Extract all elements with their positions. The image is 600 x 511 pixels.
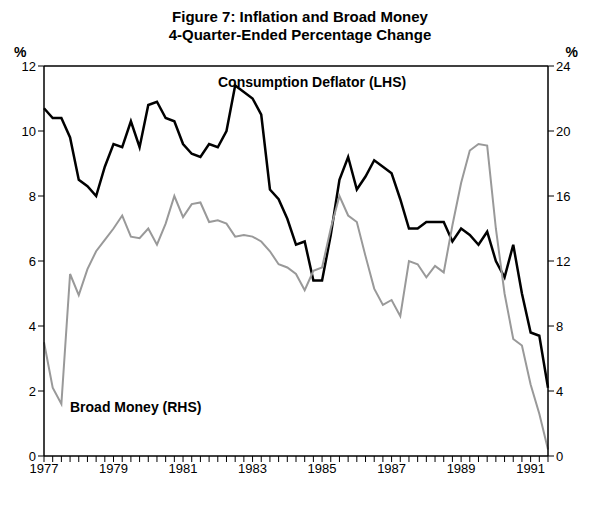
svg-text:1989: 1989: [447, 461, 476, 476]
svg-text:1987: 1987: [377, 461, 406, 476]
svg-text:4: 4: [29, 319, 36, 334]
svg-text:1985: 1985: [308, 461, 337, 476]
svg-text:16: 16: [556, 189, 570, 204]
svg-text:1983: 1983: [238, 461, 267, 476]
html-text:4-Quarter-Ended Percentage Cha: 4-Quarter-Ended Percentage Change: [168, 26, 432, 43]
svg-text:6: 6: [29, 254, 36, 269]
html-text:Consumption Deflator (LHS): Consumption Deflator (LHS): [218, 74, 407, 90]
svg-text:1979: 1979: [99, 461, 128, 476]
html-text:Figure 7: Inflation and Broad: Figure 7: Inflation and Broad Money: [172, 8, 428, 25]
svg-text:12: 12: [22, 59, 36, 74]
svg-text:0: 0: [29, 449, 36, 464]
svg-text:1977: 1977: [29, 461, 59, 477]
html-text:Broad Money (RHS): Broad Money (RHS): [70, 399, 202, 415]
svg-text:24: 24: [556, 59, 570, 74]
svg-text:10: 10: [22, 124, 36, 139]
svg-text:20: 20: [556, 124, 570, 139]
svg-text:2: 2: [29, 384, 36, 399]
svg-text:1981: 1981: [169, 461, 198, 476]
svg-text:0: 0: [556, 449, 563, 464]
svg-text:12: 12: [556, 254, 570, 269]
svg-text:4: 4: [556, 384, 563, 399]
svg-text:8: 8: [29, 189, 36, 204]
svg-text:8: 8: [556, 319, 563, 334]
svg-text:1991: 1991: [516, 461, 545, 476]
